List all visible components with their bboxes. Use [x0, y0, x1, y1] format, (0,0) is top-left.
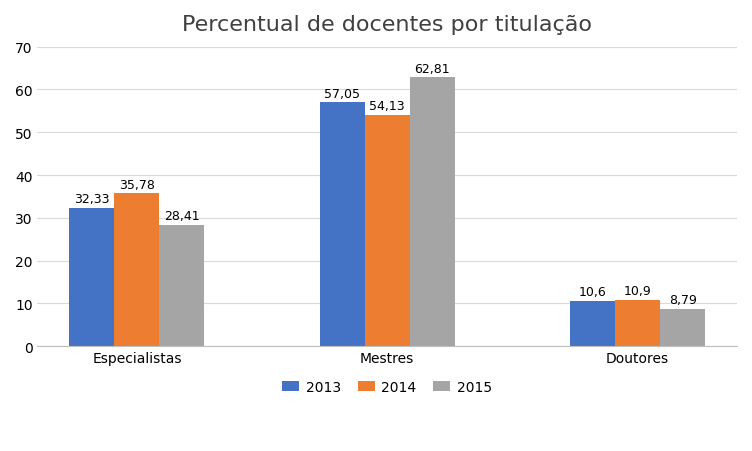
Bar: [69, 208, 114, 346]
Bar: [660, 309, 705, 346]
Text: 10,9: 10,9: [623, 285, 651, 297]
Bar: [114, 193, 159, 346]
Text: 32,33: 32,33: [74, 193, 110, 206]
Bar: [410, 78, 455, 346]
Bar: [365, 115, 410, 346]
Title: Percentual de docentes por titulação: Percentual de docentes por titulação: [182, 15, 593, 35]
Bar: [320, 103, 365, 346]
Bar: [159, 225, 205, 346]
Legend: 2013, 2014, 2015: 2013, 2014, 2015: [277, 374, 498, 399]
Text: 10,6: 10,6: [579, 285, 606, 299]
Bar: [570, 301, 615, 346]
Bar: [615, 300, 660, 346]
Text: 62,81: 62,81: [414, 63, 450, 76]
Text: 54,13: 54,13: [369, 100, 405, 113]
Text: 35,78: 35,78: [119, 178, 155, 191]
Text: 28,41: 28,41: [164, 210, 200, 223]
Text: 8,79: 8,79: [669, 294, 696, 306]
Text: 57,05: 57,05: [324, 87, 360, 100]
